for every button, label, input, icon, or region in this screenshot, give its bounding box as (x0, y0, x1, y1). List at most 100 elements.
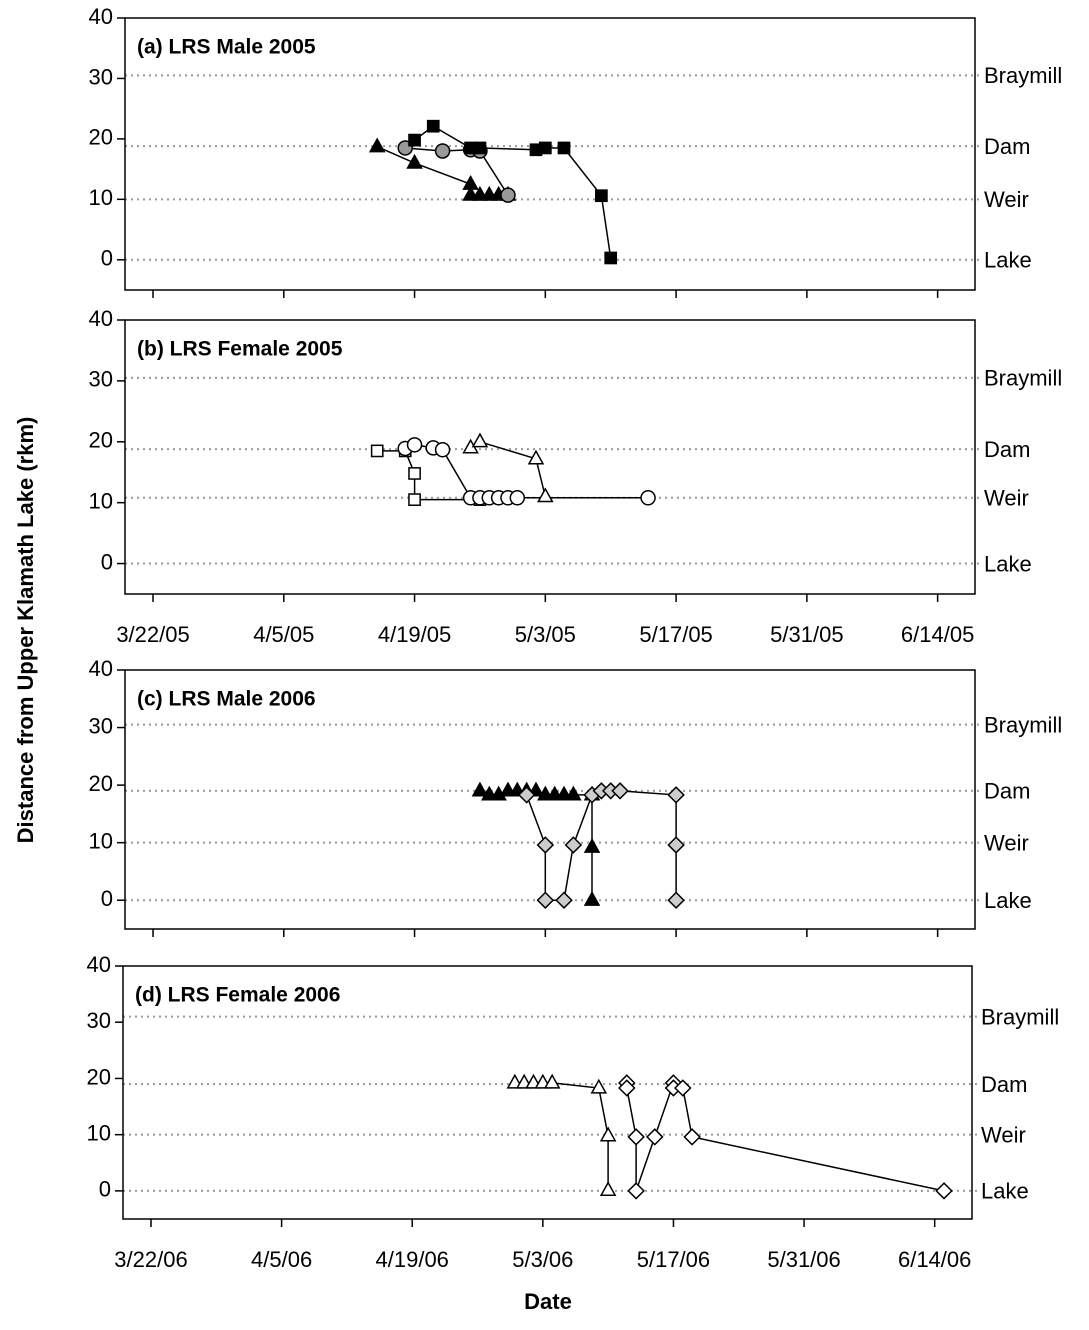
marker (667, 786, 685, 804)
x-tick-label: 6/14/06 (898, 1247, 971, 1272)
marker (599, 1126, 617, 1142)
marker (434, 441, 451, 458)
reference-label: Braymill (984, 63, 1062, 88)
marker (408, 493, 421, 506)
marker (536, 836, 555, 854)
x-tick-label: 5/3/05 (515, 622, 576, 647)
marker (583, 890, 601, 906)
reference-label: Braymill (984, 712, 1062, 737)
reference-label: Lake (984, 551, 1032, 576)
y-tick-label: 0 (99, 1177, 111, 1202)
marker (473, 141, 487, 155)
y-tick-label: 20 (87, 1064, 111, 1089)
series-line (405, 147, 509, 196)
y-tick-label: 20 (89, 428, 113, 453)
x-axis-label: Date (524, 1289, 572, 1314)
y-tick-label: 40 (87, 952, 111, 977)
marker (627, 1182, 645, 1200)
y-tick-label: 10 (89, 828, 113, 853)
marker (627, 1128, 645, 1146)
reference-label: Dam (984, 437, 1030, 462)
reference-label: Weir (984, 830, 1029, 855)
marker (434, 143, 451, 159)
y-tick-label: 20 (89, 771, 113, 796)
marker (646, 1128, 664, 1146)
marker (408, 467, 421, 480)
y-tick-label: 10 (89, 185, 113, 210)
x-tick-label: 5/3/06 (512, 1247, 573, 1272)
y-tick-label: 40 (89, 656, 113, 681)
y-tick-label: 30 (89, 64, 113, 89)
marker (406, 437, 423, 453)
y-tick-label: 10 (89, 488, 113, 513)
y-tick-label: 0 (101, 246, 113, 271)
marker (408, 133, 421, 147)
marker (517, 786, 536, 804)
marker (590, 1078, 608, 1094)
reference-label: Dam (984, 134, 1030, 159)
y-tick-label: 30 (89, 713, 113, 738)
panel-title: (a) LRS Male 2005 (137, 36, 316, 59)
marker (471, 432, 489, 448)
x-tick-label: 6/14/05 (901, 622, 974, 647)
plot-frame (124, 17, 976, 291)
marker (583, 838, 601, 853)
marker (667, 891, 685, 909)
marker (564, 836, 583, 854)
y-tick-label: 30 (89, 367, 113, 392)
reference-label: Weir (984, 187, 1029, 212)
y-tick-label: 40 (89, 4, 113, 29)
marker (527, 449, 545, 465)
reference-label: Lake (981, 1179, 1029, 1204)
reference-label: Weir (981, 1122, 1026, 1147)
marker (555, 891, 573, 909)
x-tick-label: 3/22/05 (116, 622, 189, 647)
series-line (377, 450, 480, 501)
x-tick-label: 4/19/05 (378, 622, 451, 647)
marker (406, 153, 423, 169)
y-tick-label: 0 (101, 549, 113, 574)
reference-label: Dam (984, 779, 1030, 804)
marker (599, 1181, 617, 1196)
x-tick-label: 3/22/06 (114, 1247, 187, 1272)
panel-title: (c) LRS Male 2006 (137, 688, 316, 711)
series-line (626, 1082, 945, 1192)
marker (604, 251, 618, 265)
x-tick-label: 5/17/05 (639, 622, 712, 647)
y-tick-label: 40 (89, 306, 113, 331)
x-tick-label: 5/31/06 (767, 1247, 840, 1272)
marker (611, 782, 629, 800)
marker (595, 189, 608, 203)
plot-frame (124, 319, 976, 595)
marker (557, 141, 571, 155)
marker (640, 490, 656, 506)
reference-label: Lake (984, 248, 1032, 273)
marker (537, 487, 554, 503)
marker (536, 891, 555, 909)
marker (426, 119, 440, 133)
marker (683, 1128, 701, 1146)
series-line (514, 1082, 609, 1191)
marker (500, 187, 516, 203)
reference-label: Lake (984, 888, 1032, 913)
plot-frame (122, 965, 973, 1220)
marker (618, 1079, 636, 1097)
panel-title: (b) LRS Female 2005 (137, 338, 343, 361)
marker (538, 141, 552, 155)
y-tick-label: 10 (87, 1120, 111, 1145)
reference-label: Braymill (981, 1004, 1059, 1029)
y-tick-label: 20 (89, 125, 113, 150)
reference-label: Weir (984, 486, 1029, 511)
y-tick-label: 0 (101, 886, 113, 911)
marker (471, 781, 489, 797)
x-tick-label: 5/17/06 (637, 1247, 710, 1272)
marker (667, 836, 685, 854)
marker (565, 785, 582, 801)
marker (368, 137, 386, 153)
marker (674, 1079, 692, 1097)
x-tick-label: 5/31/05 (770, 622, 843, 647)
y-axis-label: Distance from Upper Klamath Lake (rkm) (13, 417, 38, 844)
reference-label: Braymill (984, 366, 1062, 391)
x-tick-label: 4/5/06 (251, 1247, 312, 1272)
